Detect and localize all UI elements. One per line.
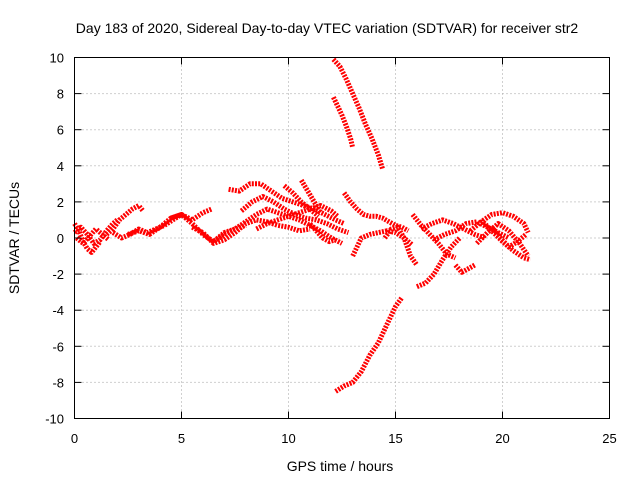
series-sat-25 xyxy=(432,219,511,243)
series-sat-11 xyxy=(239,194,350,235)
y-tick-label: -2 xyxy=(52,267,64,282)
series-sat-29 xyxy=(479,218,531,263)
series-sat-21 xyxy=(334,296,404,394)
series-sat-26 xyxy=(453,262,476,275)
y-tick-label: -4 xyxy=(52,303,64,318)
y-tick-labels: -10 -8 -6 -4 -2 0 2 4 6 8 10 xyxy=(45,51,64,427)
series-sat-24 xyxy=(420,217,487,241)
grid xyxy=(74,57,610,419)
series-sat-09 xyxy=(212,206,344,246)
series-sat-28 xyxy=(475,221,531,258)
series-sat-10 xyxy=(228,181,346,226)
chart-title: Day 183 of 2020, Sidereal Day-to-day VTE… xyxy=(76,20,579,36)
series-sat-16 xyxy=(331,57,386,171)
y-tick-label: 4 xyxy=(57,159,64,174)
series-sat-19 xyxy=(350,228,415,258)
series-layer xyxy=(72,57,531,394)
x-axis-label: GPS time / hours xyxy=(287,458,394,474)
series-sat-15 xyxy=(308,221,337,245)
x-tick-label: 25 xyxy=(602,431,616,446)
y-tick-label: -10 xyxy=(45,412,64,427)
y-tick-label: -6 xyxy=(52,339,64,354)
y-axis-label: SDTVAR / TECUs xyxy=(6,182,22,294)
y-tick-label: 0 xyxy=(57,231,64,246)
series-sat-04 xyxy=(104,203,145,237)
y-tick-label: 6 xyxy=(57,123,64,138)
y-tick-label: -8 xyxy=(52,375,64,390)
series-sat-13 xyxy=(282,183,321,219)
series-sat-17 xyxy=(331,96,356,149)
x-tick-label: 10 xyxy=(281,431,295,446)
series-sat-30 xyxy=(489,225,528,250)
series-sat-20 xyxy=(382,224,419,267)
series-sat-03 xyxy=(75,226,111,246)
y-tick-label: 10 xyxy=(50,51,64,66)
x-tick-labels: 0 5 10 15 20 25 xyxy=(71,431,617,446)
series-sat-02 xyxy=(72,222,103,255)
x-tick-label: 15 xyxy=(388,431,402,446)
y-tick-label: 2 xyxy=(57,195,64,210)
axis-ticks xyxy=(74,57,610,419)
series-sat-12 xyxy=(255,203,340,232)
x-tick-label: 20 xyxy=(495,431,509,446)
x-tick-label: 5 xyxy=(178,431,185,446)
series-sat-23 xyxy=(415,236,462,290)
series-sat-01 xyxy=(72,218,119,246)
x-tick-label: 0 xyxy=(71,431,78,446)
series-sat-08 xyxy=(191,217,311,246)
y-tick-label: 8 xyxy=(57,87,64,102)
